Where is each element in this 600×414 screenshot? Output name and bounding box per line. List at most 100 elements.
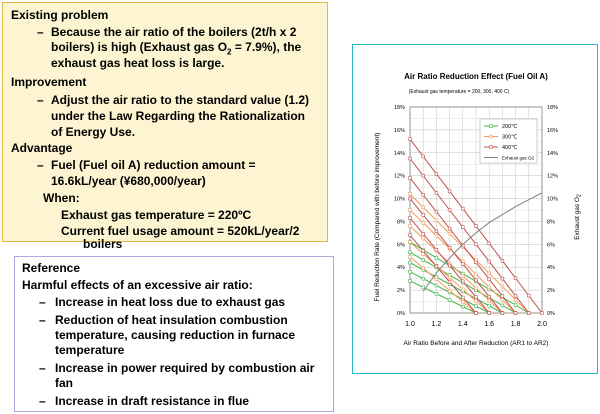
- y-tick-label: 12%: [394, 174, 405, 180]
- series-point: [474, 242, 478, 247]
- series-point: [447, 245, 452, 250]
- series-point: [500, 294, 505, 298]
- series-point: [408, 137, 412, 141]
- series-point: [474, 260, 478, 265]
- series-point: [540, 311, 544, 315]
- series-point: [461, 274, 465, 278]
- reference-box: Reference Harmful effects of an excessiv…: [14, 256, 334, 412]
- series-line: [409, 262, 503, 314]
- reference-item-1: Increase in heat loss due to exhaust gas: [55, 295, 286, 309]
- series-point: [447, 298, 452, 302]
- exhaust-o2-line: [422, 192, 543, 292]
- series-point: [434, 256, 439, 260]
- legend-marker: [489, 134, 493, 139]
- series-point: [421, 266, 425, 270]
- series-point: [408, 208, 412, 212]
- air-ratio-chart: Air Ratio Reduction Effect (Fuel Oil A) …: [374, 72, 583, 347]
- legend-label: 200℃: [502, 123, 517, 130]
- reference-subheading: Harmful effects of an excessive air rati…: [22, 278, 253, 292]
- dash-bullet: –: [37, 158, 44, 172]
- series-point: [421, 221, 425, 225]
- y-tick-label: 10%: [394, 197, 405, 203]
- improvement-line-1: Adjust the air ratio to the standard val…: [51, 93, 310, 107]
- dash-bullet: –: [37, 25, 44, 39]
- problem-line-2: boilers) is high (Exhaust gas O2 = 7.9%)…: [51, 40, 302, 57]
- series-point: [434, 292, 439, 296]
- series-point: [447, 208, 452, 212]
- series-point: [421, 213, 425, 217]
- series-point: [513, 294, 518, 298]
- series-point: [474, 295, 478, 299]
- series-point: [527, 293, 531, 298]
- chart-subtitle: (Exhaust gas temperature = 200, 300, 400…: [409, 89, 510, 95]
- series-point: [474, 311, 478, 315]
- dash-bullet: –: [39, 295, 46, 309]
- x-axis-label: Air Ratio Before and After Reduction (AR…: [404, 340, 549, 347]
- improvement-heading: Improvement: [11, 75, 87, 89]
- advantage-line-1: Fuel (Fuel oil A) reduction amount =: [51, 158, 256, 172]
- series-point: [474, 304, 478, 308]
- series-point: [500, 303, 505, 308]
- y2-tick-label: 6%: [547, 242, 555, 248]
- series-point: [408, 260, 412, 265]
- series-line: [409, 198, 503, 314]
- series-point: [513, 298, 518, 302]
- chart-title: Air Ratio Reduction Effect (Fuel Oil A): [404, 72, 548, 81]
- reference-item-2-line-1: Reduction of heat insulation combustion: [55, 313, 288, 327]
- series-line: [409, 241, 530, 314]
- advantage-exhaust-temp: Exhaust gas temperature = 220ºC: [61, 208, 252, 222]
- series-point: [461, 206, 465, 211]
- series-point: [474, 224, 478, 228]
- series-point: [500, 284, 505, 289]
- series-point: [447, 263, 452, 268]
- series-point: [408, 224, 412, 228]
- series-point: [500, 259, 505, 263]
- series-point: [434, 264, 439, 269]
- y2-tick-label: 16%: [547, 128, 558, 134]
- series-point: [408, 250, 412, 255]
- series-line: [409, 256, 477, 314]
- dash-bullet: –: [39, 361, 46, 375]
- legend-marker: [489, 124, 493, 128]
- series-point: [500, 276, 505, 281]
- legend-label: 300℃: [502, 134, 517, 141]
- series-point: [421, 236, 425, 241]
- series-line: [409, 225, 503, 314]
- x-tick-label: 1.4: [458, 321, 468, 328]
- y2-tick-label: 10%: [547, 197, 558, 203]
- advantage-usage-line-2: boilers: [83, 237, 123, 251]
- series-point: [421, 193, 425, 197]
- y-tick-label: 4%: [397, 265, 405, 271]
- improvement-line-3: of Energy Use.: [51, 125, 136, 139]
- series-point: [447, 226, 452, 231]
- chart-frame: Air Ratio Reduction Effect (Fuel Oil A) …: [352, 44, 598, 374]
- series-point: [487, 241, 491, 246]
- y-tick-label: 0%: [397, 311, 405, 317]
- legend-label: 400℃: [502, 144, 517, 151]
- series-point: [421, 205, 425, 209]
- reference-item-2-line-2: temperature, causing reduction in furnac…: [55, 328, 296, 342]
- advantage-heading: Advantage: [11, 141, 73, 155]
- series-point: [434, 210, 439, 214]
- reference-item-3-line-1: Increase in power required by combustion…: [55, 361, 315, 375]
- series-point: [421, 276, 425, 281]
- series-point: [461, 279, 465, 284]
- series-point: [421, 232, 425, 236]
- series-point: [487, 259, 491, 264]
- y-tick-label: 2%: [397, 288, 405, 294]
- series-point: [421, 173, 425, 178]
- series-point: [447, 231, 452, 236]
- y2-axis-label: Exhaust gas O2: [574, 194, 583, 240]
- series-point: [461, 300, 465, 304]
- series-point: [408, 156, 412, 161]
- advantage-line-2: 16.6kL/year (¥680,000/year): [51, 174, 206, 188]
- series-point: [474, 278, 478, 283]
- x-tick-label: 1.2: [432, 321, 442, 328]
- problem-heading: Existing problem: [11, 8, 109, 22]
- series-point: [434, 218, 439, 223]
- series-point: [461, 225, 465, 229]
- series-point: [434, 191, 439, 195]
- series-point: [513, 276, 518, 280]
- y-tick-label: 14%: [394, 151, 405, 157]
- series-point: [434, 277, 439, 282]
